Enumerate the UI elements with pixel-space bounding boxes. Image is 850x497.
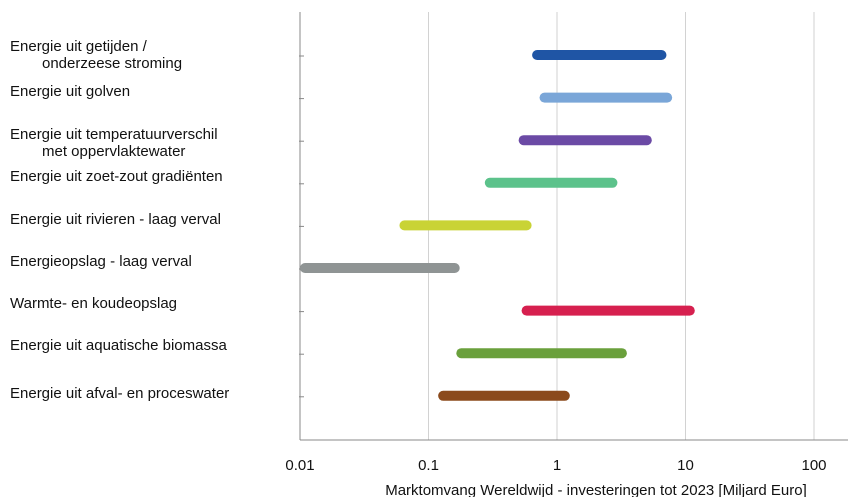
category-label: Energie uit golven [10,83,130,100]
range-bars [300,50,695,401]
x-tick-label: 1 [553,457,561,474]
category-label-line: Warmte- en koudeopslag [10,295,178,312]
category-label-line: Energieopslag - laag verval [10,253,192,270]
category-label: Energie uit temperatuurverschil met opper… [10,126,218,160]
category-label-line: Energie uit aquatische biomassa [10,337,227,354]
category-label-line: Energie uit getijden / [10,38,147,55]
category-label: Warmte- en koudeopslag [10,295,177,312]
category-label: Energie uit getijden / onderzeese stromin… [10,38,182,72]
category-label-line: Energie uit rivieren - laag verval [10,211,221,228]
category-label-line: Energie uit golven [10,83,131,100]
x-tick-label: 0.01 [285,457,314,474]
category-label-line: met oppervlaktewater [42,143,186,160]
x-tick-label: 10 [677,457,694,474]
category-label: Energie uit rivieren - laag verval [10,211,221,228]
category-label: Energie uit aquatische biomassa [10,337,227,354]
x-axis-label: Marktomvang Wereldwijd - investeringen t… [385,482,807,497]
x-tick-label: 0.1 [418,457,439,474]
category-label: Energie uit afval- en proceswater [10,385,229,402]
category-label: Energie uit zoet-zout gradiënten [10,168,223,185]
x-tick-labels: 0.01 0.1 1 10 100 [285,457,826,474]
category-label-line: Energie uit temperatuurverschil [10,126,218,143]
axes [299,12,848,441]
category-label: Energieopslag - laag verval [10,253,192,270]
category-label-line: onderzeese stroming [42,55,183,72]
category-label-line: Energie uit zoet-zout gradiënten [10,168,223,185]
category-label-line: Energie uit afval- en proceswater [10,385,230,402]
x-tick-label: 100 [801,457,826,474]
